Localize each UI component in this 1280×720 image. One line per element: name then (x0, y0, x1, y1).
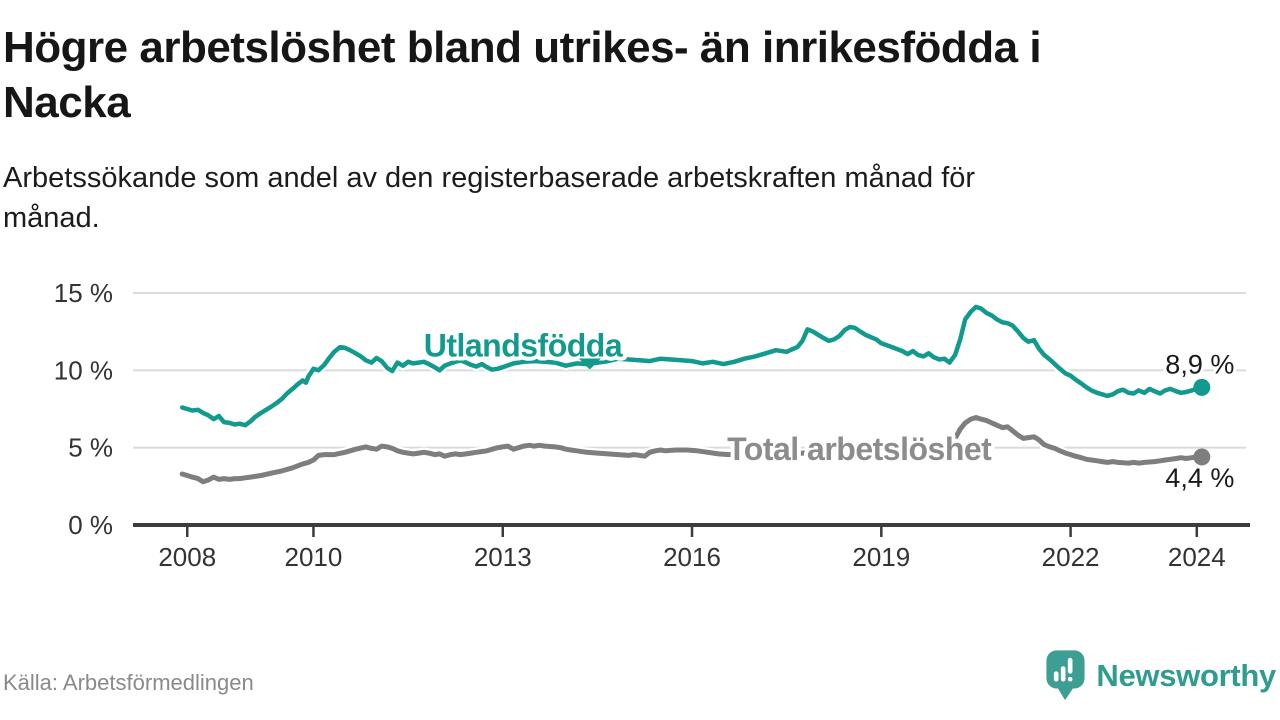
end-value-label-0: 8,9 % (1165, 349, 1234, 379)
page-subtitle: Arbetssökande som andel av den registerb… (3, 158, 1275, 238)
page-subtitle-line-1: Arbetssökande som andel av den registerb… (3, 162, 976, 194)
x-tick-label-2024: 2024 (1168, 542, 1226, 572)
y-tick-label-0: 0 % (68, 510, 113, 540)
series-line-1 (179, 415, 1205, 485)
exclamation-bar (1068, 657, 1073, 674)
x-tick-label-2013: 2013 (474, 542, 532, 572)
page-title-line-1: Högre arbetslöshet bland utrikes- än inr… (3, 23, 1042, 72)
series-label-1: Total arbetslöshet (727, 431, 992, 467)
x-tick-label-2016: 2016 (663, 542, 721, 572)
source-text: Källa: Arbetsförmedlingen (3, 670, 254, 695)
exclamation-dot (1068, 676, 1073, 682)
end-value-label-1: 4,4 % (1165, 463, 1234, 493)
x-tick-label-2022: 2022 (1042, 542, 1100, 572)
page-title: Högre arbetslöshet bland utrikes- än inr… (3, 20, 1275, 130)
series-label-0: Utlandsfödda (424, 327, 623, 363)
x-tick-label-2010: 2010 (285, 542, 343, 572)
y-tick-label-10: 10 % (54, 355, 113, 385)
series-casing-0 (177, 302, 1207, 430)
bar-medium (1061, 666, 1066, 682)
page-title-line-2: Nacka (3, 78, 131, 127)
brand-logo: Newsworthy (1045, 649, 1276, 702)
end-dot-0 (1193, 378, 1211, 396)
label-pointer-triangle (578, 358, 601, 370)
y-tick-label-5: 5 % (68, 433, 113, 463)
newsworthy-icon (1046, 650, 1085, 701)
y-tick-label-15: 15 % (54, 278, 113, 308)
series-line-0 (179, 304, 1205, 428)
brand-name: Newsworthy (1096, 657, 1276, 693)
x-tick-label-2008: 2008 (158, 542, 216, 572)
end-dot-1 (1193, 448, 1211, 466)
page-subtitle-line-2: månad. (3, 202, 100, 234)
x-tick-label-2019: 2019 (852, 542, 910, 572)
bar-small (1054, 671, 1059, 682)
